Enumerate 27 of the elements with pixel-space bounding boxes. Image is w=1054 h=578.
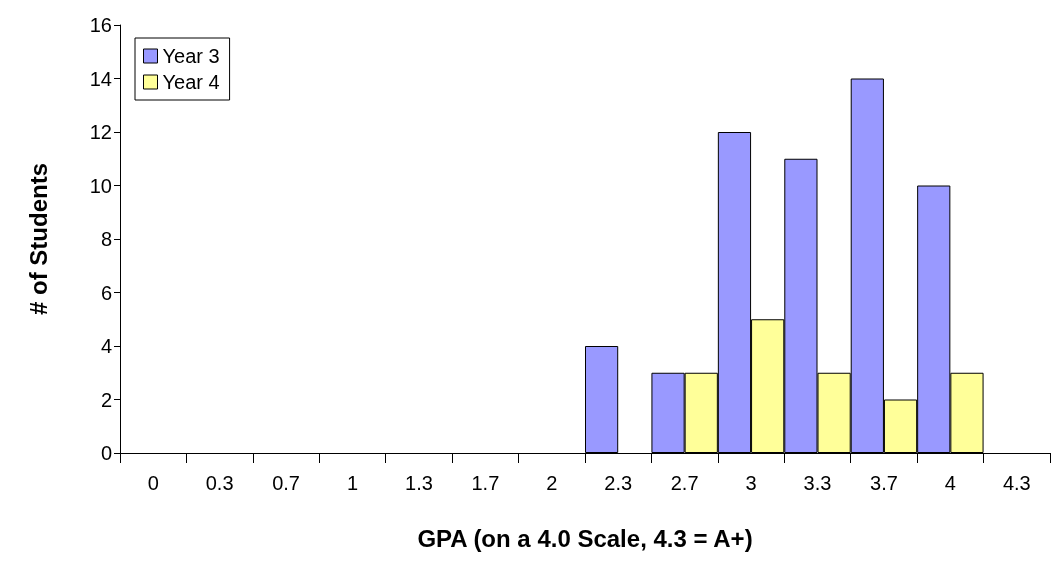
x-tick-label: 1.3 <box>405 472 433 494</box>
x-tick-label: 3 <box>745 472 757 494</box>
y-tick-label: 10 <box>89 174 112 197</box>
x-tick-label: 1.7 <box>471 472 500 494</box>
x-tick-label: 2.3 <box>604 472 633 494</box>
y-tick-label: 8 <box>100 228 112 250</box>
x-tick-label: 0.7 <box>272 472 300 494</box>
y-tick-label: 4 <box>100 335 112 357</box>
y-tick-label: 14 <box>89 67 112 90</box>
x-tick-label: 0 <box>147 472 159 494</box>
y-axis-title: # of Students <box>24 162 52 316</box>
x-tick-label: 0.3 <box>205 472 234 494</box>
x-tick-label: 3.7 <box>870 472 898 494</box>
legend-label: Year 3 <box>162 45 220 67</box>
x-axis-title: GPA (on a 4.0 Scale, 4.3 = A+) <box>417 524 753 552</box>
y-tick-label: 12 <box>89 121 112 143</box>
y-tick-label: 6 <box>100 281 112 304</box>
x-tick-label: 1 <box>346 472 359 494</box>
y-tick-label: 2 <box>100 388 112 411</box>
legend-label: Year 4 <box>162 71 220 93</box>
x-tick-label: 4 <box>944 472 956 494</box>
y-tick-label: 0 <box>100 442 112 464</box>
x-tick-label: 4.3 <box>1002 472 1031 494</box>
x-tick-label: 2 <box>546 472 558 494</box>
x-tick-label: 2.7 <box>670 472 699 494</box>
x-tick-label: 3.3 <box>803 472 832 494</box>
y-tick-label: 16 <box>89 14 112 36</box>
